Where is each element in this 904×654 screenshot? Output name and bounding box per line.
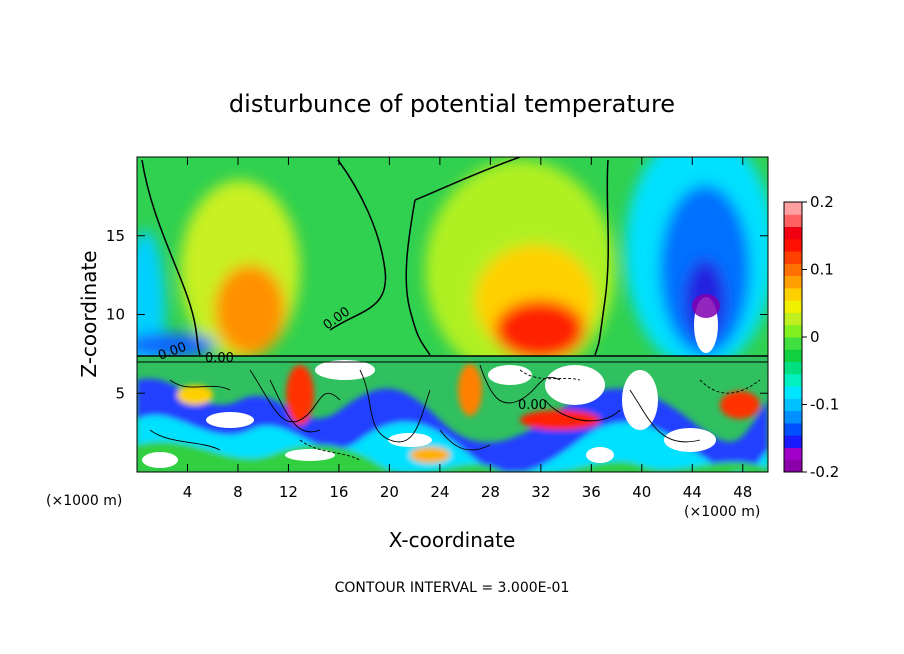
- colorbar-tick-label: 0.1: [810, 261, 834, 279]
- y-axis-ticks: 5 10 15: [106, 227, 768, 402]
- contour-interval-footer: CONTOUR INTERVAL = 3.000E-01: [335, 580, 570, 596]
- x-axis-ticks: 4 8 12 16 20 24 28 32 36 40 44 48: [183, 157, 752, 501]
- y-axis-label: Z-coordinate: [77, 250, 101, 377]
- anomaly-purple-ring: [692, 294, 720, 318]
- wave-band-green: [137, 441, 768, 472]
- heatmap-field: 0.00 0.00 0.00 0.00: [137, 157, 768, 472]
- y-tick-label: 15: [106, 227, 125, 245]
- x-tick-label: 4: [183, 483, 193, 501]
- y-tick-label: 10: [106, 306, 125, 324]
- contour-label-lower: 0.00: [518, 398, 547, 413]
- contour-label-layer: 0.00: [205, 351, 234, 366]
- chart-title: disturbunce of potential temperature: [229, 90, 675, 118]
- x-tick-label: 24: [430, 483, 449, 501]
- colorbar-swatch: [784, 373, 802, 387]
- warm-core-left: [215, 265, 285, 355]
- y-tick-label: 5: [115, 384, 125, 402]
- warm-patch-5: [410, 447, 450, 463]
- x-tick-label: 28: [481, 483, 500, 501]
- zero-contours: [137, 157, 768, 363]
- colorbar-swatch: [784, 251, 802, 264]
- x-tick-label: 8: [233, 483, 243, 501]
- warm-patch-6: [720, 391, 760, 419]
- colorbar-swatch: [784, 447, 802, 461]
- colorbar-swatch: [784, 312, 802, 326]
- x-axis-label: X-coordinate: [389, 528, 516, 552]
- contour-zero-4: [414, 157, 521, 201]
- colorbar-swatch: [784, 324, 802, 338]
- colorbar-swatch: [784, 337, 802, 350]
- colorbar-swatch: [784, 226, 802, 240]
- x-tick-label: 32: [531, 483, 550, 501]
- x-tick-label: 16: [329, 483, 348, 501]
- colorbar-tick-label: -0.2: [810, 463, 839, 481]
- lower-contours: [149, 364, 761, 461]
- colorbar-swatch: [784, 398, 802, 412]
- x-unit-label: (×1000 m): [684, 504, 760, 520]
- colorbar-swatch: [784, 275, 802, 289]
- colorbar-ticks: 0.2 0.1 0 -0.1 -0.2: [802, 193, 839, 481]
- x-tick-label: 44: [683, 483, 702, 501]
- warm-core-center: [495, 300, 585, 360]
- z-unit-label: (×1000 m): [46, 493, 122, 509]
- x-tick-label: 20: [380, 483, 399, 501]
- colorbar-swatch: [784, 349, 802, 363]
- contour-zero-1: [141, 159, 201, 356]
- colorbar-swatch: [784, 287, 802, 301]
- warm-patch-3: [458, 364, 482, 416]
- colorbar-swatch: [784, 238, 802, 252]
- colorbar-swatch: [784, 435, 802, 448]
- saturated-white-patches: [142, 360, 716, 468]
- cool-floor-left: [137, 333, 215, 357]
- colorbar-tick-label: -0.1: [810, 396, 839, 414]
- colorbar-swatch: [784, 263, 802, 277]
- contour-zero-2: [329, 159, 387, 331]
- colorbar-swatch: [784, 202, 802, 215]
- colorbar-swatch: [784, 422, 802, 436]
- colorbar-swatch: [784, 386, 802, 399]
- warm-patch-2: [286, 365, 314, 425]
- x-tick-label: 48: [733, 483, 752, 501]
- colorbar-tick-label: 0.2: [810, 193, 834, 211]
- contour-zero-3: [405, 199, 431, 356]
- colorbar-swatch: [784, 361, 802, 375]
- colorbar-tick-label: 0: [810, 328, 820, 346]
- x-tick-label: 40: [632, 483, 651, 501]
- colorbar: [784, 202, 802, 473]
- warm-patch-4: [520, 410, 600, 430]
- contour-zero-5: [594, 159, 609, 356]
- colorbar-swatch: [784, 459, 802, 473]
- warm-patch-1: [177, 385, 213, 405]
- x-tick-label: 12: [279, 483, 298, 501]
- colorbar-swatch: [784, 410, 802, 424]
- colorbar-swatch: [784, 300, 802, 313]
- colorbar-swatch: [784, 214, 802, 228]
- x-tick-label: 36: [582, 483, 601, 501]
